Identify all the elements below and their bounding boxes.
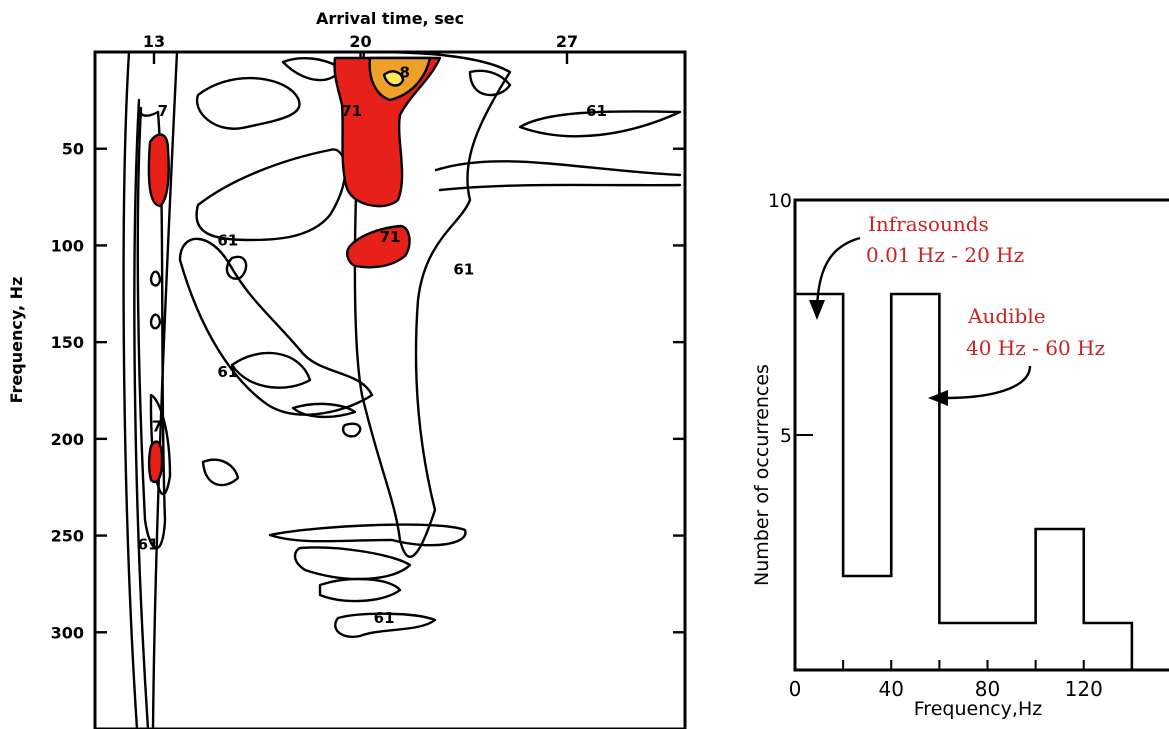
hist-tick-group: 0 40 80 120 5 10 [768,190,1133,701]
contour-line [178,237,374,416]
x-axis-title: Arrival time, sec [316,9,464,28]
y-tick-label: 150 [51,333,84,352]
histogram-bar [1036,529,1084,670]
contour-line [518,110,682,138]
annotation-infrasounds: Infrasounds 0.01 Hz - 20 Hz [866,212,1024,267]
contour-label: 61 [586,102,607,120]
contour-line [318,577,402,603]
contour-label: 7 [152,417,162,435]
y-tick-label: 200 [51,430,84,449]
contour-line [149,270,162,287]
histogram-chart: 0 40 80 120 5 10 Frequency,Hz Number of occur… [751,190,1169,720]
y-tick-label: 300 [51,623,84,642]
contour-chart: Arrival time, sec 13 20 27 50 100 150 200 250 3… [7,9,687,729]
contour-label: 61 [374,609,395,627]
contour-region-71 [346,224,411,269]
hist-y-tick-label: 5 [780,425,792,447]
contour-line [438,183,682,192]
plot-frame [93,50,687,729]
y-axis-title: Frequency, Hz [7,277,26,404]
contour-line [334,612,437,638]
y-tick-label: 250 [51,527,84,546]
contour-line [195,148,347,242]
x-tick-label: 20 [349,32,371,51]
contour-line [201,458,240,487]
y-tick-label: 50 [62,140,84,159]
contour-line [434,160,682,177]
annotation-line: Infrasounds [868,212,989,236]
contour-label: 61 [138,535,159,553]
contour-label: 61 [217,232,238,250]
hist-x-tick-label: 40 [879,677,904,701]
contour-region-71 [147,440,164,484]
histogram-bar [939,623,1035,670]
contour-region-peak [382,70,405,87]
contour-label: 61 [217,363,238,381]
contour-line [268,523,467,547]
filled-contours [147,56,442,484]
contour-line [281,56,342,82]
contour-label: 7 [158,102,168,120]
histogram-bar [843,576,891,670]
histogram-outline [793,292,1134,670]
contour-lines [122,50,682,729]
hist-x-tick-label: 80 [975,677,1000,701]
contour-line [468,69,512,97]
contour-region-71 [147,133,170,208]
contour-line [149,313,162,330]
hist-x-axis-title: Frequency,Hz [914,698,1042,720]
contour-region-71 [333,56,442,208]
contour-label: 71 [341,102,362,120]
annotation-arrow [815,236,861,311]
contour-line [225,255,248,280]
contour-line [230,351,312,389]
contour-line [353,50,512,558]
histogram-bar [891,294,939,670]
x-tick-label: 27 [556,32,578,51]
histogram-bar [1084,623,1132,670]
histogram-bar [795,294,843,670]
contour-line [122,50,139,729]
arrow-head [928,390,948,406]
hist-y-tick-label: 10 [768,190,792,212]
annotation-line: Audible [967,304,1046,328]
hist-x-tick-label: 0 [789,677,802,701]
annotation-arrow [944,365,1032,400]
contour-label-group: 7 61 61 71 8 71 61 61 7 61 61 [138,63,607,626]
annotation-line: 40 Hz - 60 Hz [966,336,1105,360]
contour-line [136,106,167,550]
contour-line [341,422,362,438]
y-tick-label: 100 [51,236,84,255]
hist-y-axis-title: Number of occurrences [751,364,773,586]
annotation-line: 0.01 Hz - 20 Hz [866,243,1024,267]
contour-label: 71 [380,228,401,246]
hist-x-tick-label: 120 [1065,677,1103,701]
x-tick-group: 13 20 27 [143,32,578,64]
y-tick-group: 50 100 150 200 250 300 [51,140,685,642]
contour-label: 8 [400,63,410,81]
x-tick-label: 13 [143,32,165,51]
contour-label: 61 [453,261,474,279]
arrow-head [809,300,825,320]
contour-line [195,76,301,130]
contour-line [293,546,412,581]
annotation-audible: Audible 40 Hz - 60 Hz [966,304,1105,360]
contour-line [133,98,150,729]
